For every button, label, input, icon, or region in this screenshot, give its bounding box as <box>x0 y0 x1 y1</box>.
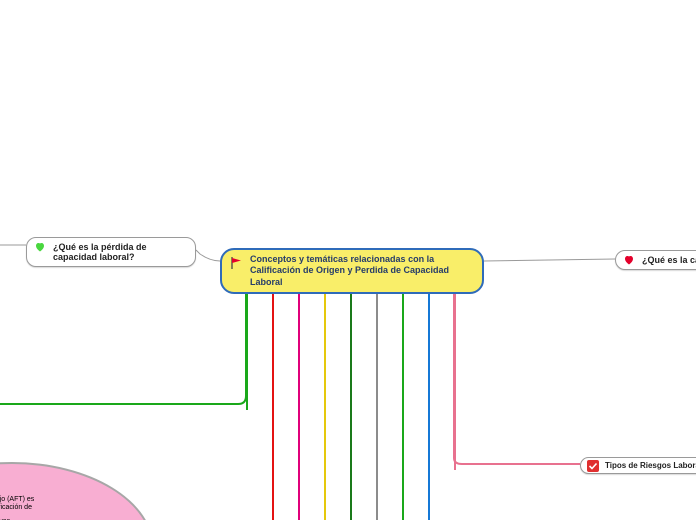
branch-line-3 <box>298 280 300 520</box>
branch-line-2 <box>272 280 274 520</box>
right-topic-label: ¿Qué es la calificac <box>642 255 696 265</box>
mindmap-canvas: Conceptos y temáticas relacionadas con l… <box>0 0 696 520</box>
branch-line-7 <box>402 280 404 520</box>
bottom-right-topic-label: Tipos de Riesgos Laborales: <box>605 461 696 470</box>
left-topic-label: ¿Qué es la pérdida de capacidad laboral? <box>53 242 147 262</box>
check-icon <box>587 460 599 472</box>
right-topic[interactable]: ¿Qué es la calificac <box>615 250 696 270</box>
left-topic[interactable]: ¿Qué es la pérdida de capacidad laboral? <box>26 237 196 267</box>
blob-line2: calificación de <box>0 504 48 512</box>
blob-line1: abajo (AFT) es <box>0 496 48 504</box>
branch-line-9 <box>454 280 456 470</box>
branch-line-1 <box>246 280 248 410</box>
heart-icon <box>623 254 635 266</box>
central-topic[interactable]: Conceptos y temáticas relacionadas con l… <box>220 248 484 294</box>
branch-line-6 <box>376 280 378 520</box>
central-topic-label: Conceptos y temáticas relacionadas con l… <box>250 254 449 287</box>
branch-line-8 <box>428 280 430 520</box>
heart-icon <box>34 241 46 253</box>
branch-line-4 <box>324 280 326 520</box>
blob-text: abajo (AFT) es calificación de gativas <box>0 496 48 520</box>
bottom-right-topic[interactable]: Tipos de Riesgos Laborales: <box>580 457 696 474</box>
branch-line-5 <box>350 280 352 520</box>
flag-icon <box>230 256 244 270</box>
